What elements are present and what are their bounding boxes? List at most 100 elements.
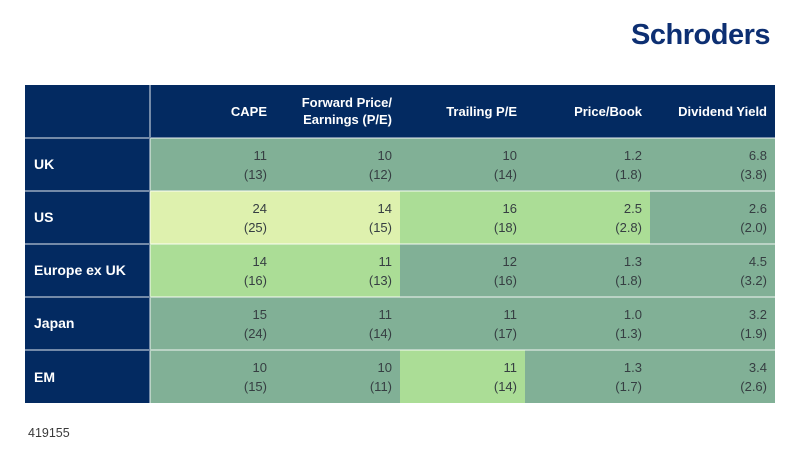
cell-prior-value: (2.0) [740, 219, 767, 235]
cell-uk-trailing-pe: 10 (14) [400, 137, 525, 191]
schroders-logo: Schroders [631, 19, 770, 51]
cell-value: 2.6 [748, 200, 767, 216]
col-header-label: Dividend Yield [678, 103, 767, 119]
cell-uk-forward-pe: 10 (12) [275, 137, 400, 191]
cell-uk-cape: 11 (13) [150, 137, 275, 191]
cell-value: 24 [252, 200, 267, 216]
cell-prior-value: (24) [243, 325, 267, 341]
cell-prior-value: (17) [493, 325, 517, 341]
cell-value: 3.4 [748, 360, 767, 375]
row-label-japan: Japan [25, 296, 151, 350]
cell-prior-value: (14) [493, 166, 517, 182]
corner-cell [25, 85, 151, 138]
cell-value: 15 [252, 306, 267, 322]
cell-value: 1.3 [623, 253, 642, 269]
cell-em-dividend-yield: 3.4 (2.6) [650, 349, 775, 403]
cell-value: 1.0 [623, 306, 642, 322]
cell-value: 10 [502, 147, 517, 163]
cell-value: 10 [377, 360, 392, 375]
col-header-dividend-yield: Dividend Yield [650, 85, 775, 138]
cell-value: 11 [503, 306, 518, 322]
cell-value: 11 [503, 360, 518, 375]
table-row-europe-ex-uk: Europe ex UK 14 (16) 11 (13) 12 (16) 1.3… [25, 243, 775, 297]
cell-value: 10 [252, 360, 267, 375]
cell-value: 14 [377, 200, 392, 216]
cell-us-price-book: 2.5 (2.8) [525, 190, 650, 244]
cell-prior-value: (3.8) [740, 166, 767, 182]
cell-prior-value: (13) [368, 272, 392, 288]
cell-europe-forward-pe: 11 (13) [275, 243, 400, 297]
cell-prior-value: (1.3) [615, 325, 642, 341]
cell-prior-value: (13) [243, 166, 267, 182]
table-row-us: US 24 (25) 14 (15) 16 (18) 2.5 (2.8) [25, 190, 775, 244]
cell-prior-value: (15) [368, 219, 392, 235]
slide-id: 419155 [28, 426, 70, 440]
row-label-uk: UK [25, 137, 151, 191]
cell-value: 6.8 [748, 147, 767, 163]
cell-uk-dividend-yield: 6.8 (3.8) [650, 137, 775, 191]
cell-japan-dividend-yield: 3.2 (1.9) [650, 296, 775, 350]
cell-prior-value: (14) [368, 325, 392, 341]
cell-europe-cape: 14 (16) [150, 243, 275, 297]
cell-japan-forward-pe: 11 (14) [275, 296, 400, 350]
cell-us-forward-pe: 14 (15) [275, 190, 400, 244]
col-header-label: CAPE [230, 103, 267, 119]
col-header-label: Earnings (P/E) [303, 112, 392, 127]
cell-prior-value: (15) [243, 379, 267, 394]
cell-prior-value: (16) [493, 272, 517, 288]
col-header-label: Trailing P/E [446, 103, 517, 119]
cell-prior-value: (12) [368, 166, 392, 182]
col-header-cape: CAPE [150, 85, 275, 138]
cell-value: 10 [377, 147, 392, 163]
cell-em-trailing-pe: 11 (14) [400, 349, 525, 403]
row-label-em: EM [25, 349, 151, 403]
cell-prior-value: (1.8) [615, 166, 642, 182]
table-row-em: EM 10 (15) 10 (11) 11 (14) 1.3 (1.7) [25, 349, 775, 403]
cell-value: 2.5 [623, 200, 642, 216]
cell-em-cape: 10 (15) [150, 349, 275, 403]
cell-prior-value: (2.6) [740, 379, 767, 394]
cell-europe-trailing-pe: 12 (16) [400, 243, 525, 297]
cell-em-forward-pe: 10 (11) [275, 349, 400, 403]
cell-value: 12 [502, 253, 517, 269]
cell-europe-dividend-yield: 4.5 (3.2) [650, 243, 775, 297]
cell-value: 11 [378, 253, 393, 269]
cell-prior-value: (1.9) [740, 325, 767, 341]
cell-prior-value: (1.8) [615, 272, 642, 288]
row-label-europe-ex-uk: Europe ex UK [25, 243, 151, 297]
col-header-label: Price/Book [574, 103, 642, 119]
cell-japan-trailing-pe: 11 (17) [400, 296, 525, 350]
cell-prior-value: (2.8) [615, 219, 642, 235]
cell-japan-cape: 15 (24) [150, 296, 275, 350]
col-header-forward-pe: Forward Price/ Earnings (P/E) [275, 85, 400, 138]
cell-us-cape: 24 (25) [150, 190, 275, 244]
cell-prior-value: (11) [369, 379, 392, 394]
col-header-label: Forward Price/ [301, 95, 392, 110]
cell-japan-price-book: 1.0 (1.3) [525, 296, 650, 350]
cell-value: 1.3 [623, 360, 642, 375]
cell-prior-value: (1.7) [615, 379, 642, 394]
cell-value: 1.2 [623, 147, 642, 163]
col-header-price-book: Price/Book [525, 85, 650, 138]
cell-prior-value: (16) [243, 272, 267, 288]
cell-us-dividend-yield: 2.6 (2.0) [650, 190, 775, 244]
cell-value: 3.2 [748, 306, 767, 322]
cell-value: 14 [252, 253, 267, 269]
cell-prior-value: (25) [243, 219, 267, 235]
header-row: CAPE Forward Price/ Earnings (P/E) Trail… [25, 85, 775, 138]
col-header-trailing-pe: Trailing P/E [400, 85, 525, 138]
cell-europe-price-book: 1.3 (1.8) [525, 243, 650, 297]
cell-us-trailing-pe: 16 (18) [400, 190, 525, 244]
cell-prior-value: (18) [493, 219, 517, 235]
cell-value: 11 [378, 306, 393, 322]
cell-uk-price-book: 1.2 (1.8) [525, 137, 650, 191]
table-row-japan: Japan 15 (24) 11 (14) 11 (17) 1.0 (1.3) [25, 296, 775, 350]
cell-em-price-book: 1.3 (1.7) [525, 349, 650, 403]
valuation-table: CAPE Forward Price/ Earnings (P/E) Trail… [25, 85, 775, 403]
cell-value: 4.5 [748, 253, 767, 269]
cell-value: 16 [502, 200, 517, 216]
cell-prior-value: (14) [493, 379, 517, 394]
cell-value: 11 [253, 147, 268, 163]
table-row-uk: UK 11 (13) 10 (12) 10 (14) 1.2 (1.8) [25, 137, 775, 191]
